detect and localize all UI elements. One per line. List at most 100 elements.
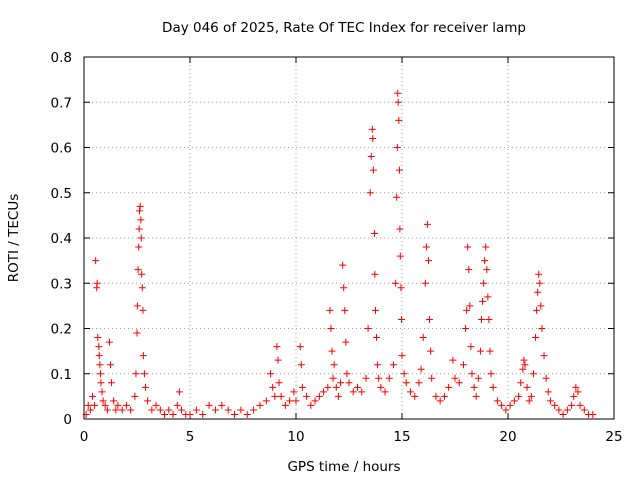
x-tick-label: 0 bbox=[80, 429, 89, 445]
data-point bbox=[141, 383, 149, 391]
data-point bbox=[297, 361, 305, 369]
data-point bbox=[292, 397, 300, 405]
y-tick-label: 0.3 bbox=[51, 276, 72, 292]
data-point bbox=[523, 383, 531, 391]
data-point bbox=[307, 401, 315, 409]
data-point bbox=[474, 374, 482, 382]
data-point bbox=[138, 270, 146, 278]
data-point bbox=[396, 252, 404, 260]
data-point bbox=[537, 302, 545, 310]
data-point bbox=[340, 284, 348, 292]
data-point bbox=[486, 347, 494, 355]
data-point bbox=[482, 243, 490, 251]
data-point bbox=[332, 383, 340, 391]
data-point bbox=[385, 374, 393, 382]
data-point bbox=[476, 347, 484, 355]
data-point bbox=[92, 257, 100, 265]
data-point bbox=[328, 347, 336, 355]
data-point bbox=[144, 397, 152, 405]
data-point bbox=[422, 243, 430, 251]
data-point bbox=[139, 352, 147, 360]
data-point bbox=[101, 401, 109, 409]
data-point bbox=[369, 134, 377, 142]
x-axis-label: GPS time / hours bbox=[287, 459, 400, 475]
data-point bbox=[136, 202, 144, 210]
data-point bbox=[487, 370, 495, 378]
data-point bbox=[94, 334, 102, 342]
data-point bbox=[133, 302, 141, 310]
data-point bbox=[493, 397, 501, 405]
data-point bbox=[133, 329, 141, 337]
data-point bbox=[519, 365, 527, 373]
data-point bbox=[169, 410, 177, 418]
data-point bbox=[364, 325, 372, 332]
data-point bbox=[467, 343, 475, 351]
data-point bbox=[540, 352, 548, 360]
data-point bbox=[369, 166, 377, 174]
data-point bbox=[533, 306, 541, 314]
data-point bbox=[286, 397, 294, 405]
data-point bbox=[419, 334, 427, 342]
data-point bbox=[178, 406, 186, 414]
y-tick-label: 0.2 bbox=[51, 322, 72, 338]
data-point bbox=[464, 243, 472, 251]
data-point bbox=[136, 207, 144, 215]
data-point bbox=[525, 397, 533, 405]
data-point bbox=[88, 392, 96, 400]
data-point bbox=[290, 388, 298, 396]
data-point bbox=[570, 392, 578, 400]
data-point bbox=[394, 89, 402, 97]
data-point bbox=[324, 383, 332, 391]
data-point bbox=[205, 401, 213, 409]
data-point bbox=[580, 406, 588, 414]
data-point bbox=[95, 352, 103, 360]
x-tick-label: 5 bbox=[186, 429, 195, 445]
data-point bbox=[395, 116, 403, 124]
data-point bbox=[393, 193, 401, 201]
data-point bbox=[466, 302, 474, 310]
data-point bbox=[137, 234, 145, 242]
data-point bbox=[231, 410, 239, 418]
data-point bbox=[436, 397, 444, 405]
data-point bbox=[132, 370, 140, 378]
data-point bbox=[243, 410, 251, 418]
data-point bbox=[122, 401, 130, 409]
data-point bbox=[99, 397, 107, 405]
data-point bbox=[218, 401, 226, 409]
data-point bbox=[262, 397, 270, 405]
data-point bbox=[86, 406, 94, 414]
data-point bbox=[93, 279, 101, 287]
data-point bbox=[397, 284, 405, 292]
data-point bbox=[273, 343, 281, 351]
y-tick-label: 0.1 bbox=[51, 367, 72, 383]
data-point bbox=[478, 315, 485, 323]
data-point bbox=[520, 356, 528, 364]
data-point bbox=[502, 406, 510, 414]
data-point bbox=[445, 383, 453, 391]
data-point bbox=[103, 406, 111, 414]
data-point bbox=[555, 406, 563, 414]
data-point bbox=[97, 370, 105, 378]
data-point bbox=[411, 392, 419, 400]
data-point bbox=[394, 98, 402, 106]
data-point bbox=[551, 401, 559, 409]
data-point bbox=[138, 284, 146, 292]
data-point bbox=[345, 379, 353, 387]
data-point bbox=[320, 388, 328, 396]
data-point bbox=[398, 352, 406, 360]
x-tick-label: 25 bbox=[605, 429, 622, 445]
data-point bbox=[425, 257, 432, 265]
data-point bbox=[108, 379, 116, 387]
data-point bbox=[139, 306, 147, 314]
data-point bbox=[432, 392, 440, 400]
data-point bbox=[455, 379, 463, 387]
data-point bbox=[296, 343, 304, 351]
data-point bbox=[95, 343, 103, 351]
data-point bbox=[353, 383, 361, 391]
data-point bbox=[373, 334, 381, 342]
data-point bbox=[426, 315, 434, 323]
data-point bbox=[377, 383, 385, 391]
data-point bbox=[465, 266, 473, 274]
data-point bbox=[576, 401, 584, 409]
